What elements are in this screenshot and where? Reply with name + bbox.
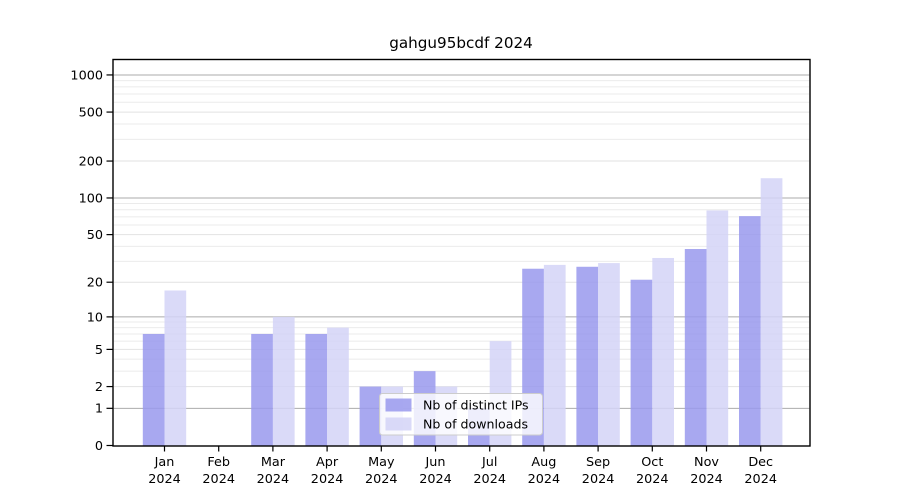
x-tick-label-year: 2024 — [365, 472, 398, 487]
plot-border — [112, 58, 811, 447]
legend-label-downloads: Nb of downloads — [423, 417, 528, 432]
chart-title: gahgu95bcdf 2024 — [389, 34, 533, 52]
y-tick-label: 20 — [87, 276, 103, 291]
bar-ips-mar — [251, 333, 273, 446]
y-tick-label: 50 — [87, 228, 103, 243]
legend-label-ips: Nb of distinct IPs — [423, 398, 529, 413]
bar-downloads-nov — [706, 210, 729, 446]
y-tick-label: 0 — [95, 439, 103, 454]
x-tick-label-month: Nov — [694, 455, 719, 470]
y-tick-label: 100 — [79, 191, 103, 206]
x-tick-label-year: 2024 — [528, 472, 561, 487]
bar-ips-jan — [142, 333, 165, 446]
x-tick-label-year: 2024 — [202, 472, 235, 487]
x-tick-label-year: 2024 — [419, 472, 452, 487]
x-tick-label-year: 2024 — [690, 472, 723, 487]
x-tick-label-month: May — [368, 455, 395, 470]
bar-downloads-apr — [327, 327, 349, 446]
y-tick-label: 500 — [79, 105, 103, 120]
axes-layer: 0 1 2 5 10 20 50 100 200 500 1000 Jan 2024 Feb 2024 Mar… — [70, 58, 811, 487]
bar-ips-may — [359, 386, 382, 446]
x-tick-label-year: 2024 — [473, 472, 506, 487]
y-tick-label: 200 — [79, 154, 103, 169]
legend-layer: Nb of distinct IPs Nb of downloads — [379, 393, 543, 436]
x-tick-label-year: 2024 — [148, 472, 181, 487]
legend-swatch-downloads — [385, 417, 412, 431]
legend-box — [379, 393, 543, 436]
x-tick-label-month: Aug — [531, 455, 556, 470]
x-tick-label-month: Feb — [207, 455, 230, 470]
bar-ips-oct — [630, 279, 653, 446]
bar-ips-apr — [305, 333, 328, 446]
bar-ips-dec — [739, 216, 761, 446]
x-tick-label-month: Mar — [261, 455, 286, 470]
x-tick-label-month: Jan — [154, 455, 175, 470]
x-tick-label-year: 2024 — [744, 472, 777, 487]
y-tick-label: 10 — [87, 310, 103, 325]
x-tick-label-month: Apr — [316, 455, 339, 470]
bars-layer — [142, 178, 783, 446]
bar-downloads-dec — [760, 178, 783, 446]
bar-downloads-jan — [164, 290, 187, 446]
y-tick-label: 2 — [95, 380, 103, 395]
x-tick-label-month: Jun — [425, 455, 446, 470]
bar-ips-sep — [576, 266, 599, 446]
x-tick-label-month: Sep — [586, 455, 610, 470]
y-tick-label: 1 — [95, 402, 103, 417]
bar-downloads-sep — [598, 263, 620, 446]
y-tick-label: 5 — [95, 343, 103, 358]
bar-ips-nov — [684, 249, 707, 446]
x-tick-label-year: 2024 — [582, 472, 615, 487]
legend-swatch-ips — [385, 398, 412, 412]
x-tick-label-year: 2024 — [311, 472, 344, 487]
x-tick-label-month: Jul — [481, 455, 497, 470]
bar-downloads-mar — [272, 316, 295, 446]
x-tick-label-month: Dec — [748, 455, 773, 470]
x-tick-label-year: 2024 — [636, 472, 669, 487]
x-tick-label-year: 2024 — [257, 472, 290, 487]
bar-downloads-oct — [652, 257, 674, 446]
x-tick-label-month: Oct — [641, 455, 663, 470]
bar-downloads-aug — [543, 264, 566, 446]
y-tick-label: 1000 — [70, 68, 103, 83]
